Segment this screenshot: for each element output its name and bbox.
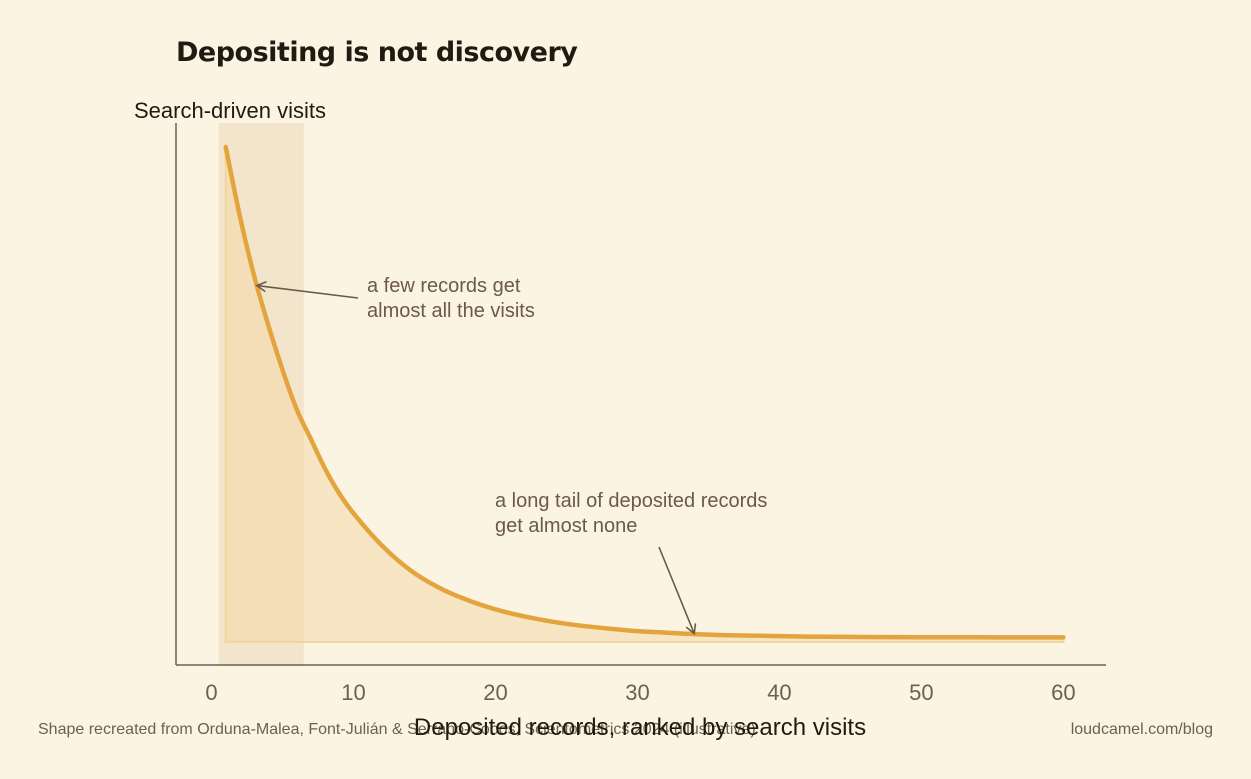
x-axis-ticks: 0 10 20 30 40 50 60 [205, 680, 1075, 705]
series-line [223, 144, 1066, 640]
site-credit: loudcamel.com/blog [1071, 721, 1213, 738]
annotation-text: a long tail of deposited records get almo… [495, 490, 767, 537]
source-note: Shape recreated from Orduna-Malea, Font-… [38, 721, 756, 738]
x-tick-label: 30 [625, 680, 649, 705]
annotation-text: a few records get almost all the visits [367, 275, 535, 322]
annotations: a few records get almost all the visits a … [255, 275, 767, 636]
x-axis-label: Deposited records, ranked by search visi… [414, 714, 866, 741]
annotation-arrow [255, 280, 359, 299]
x-tick-label: 40 [767, 680, 791, 705]
x-tick-label: 10 [341, 680, 365, 705]
area-fill [224, 146, 1065, 643]
x-tick-label: 20 [483, 680, 507, 705]
y-axis-label: Search-driven visits [134, 98, 326, 123]
x-tick-label: 50 [909, 680, 933, 705]
x-tick-label: 0 [205, 680, 217, 705]
plot-area [218, 123, 1066, 665]
chart-title: Depositing is not discovery [176, 37, 578, 68]
annotation-arrow [658, 546, 697, 636]
x-tick-label: 60 [1051, 680, 1075, 705]
